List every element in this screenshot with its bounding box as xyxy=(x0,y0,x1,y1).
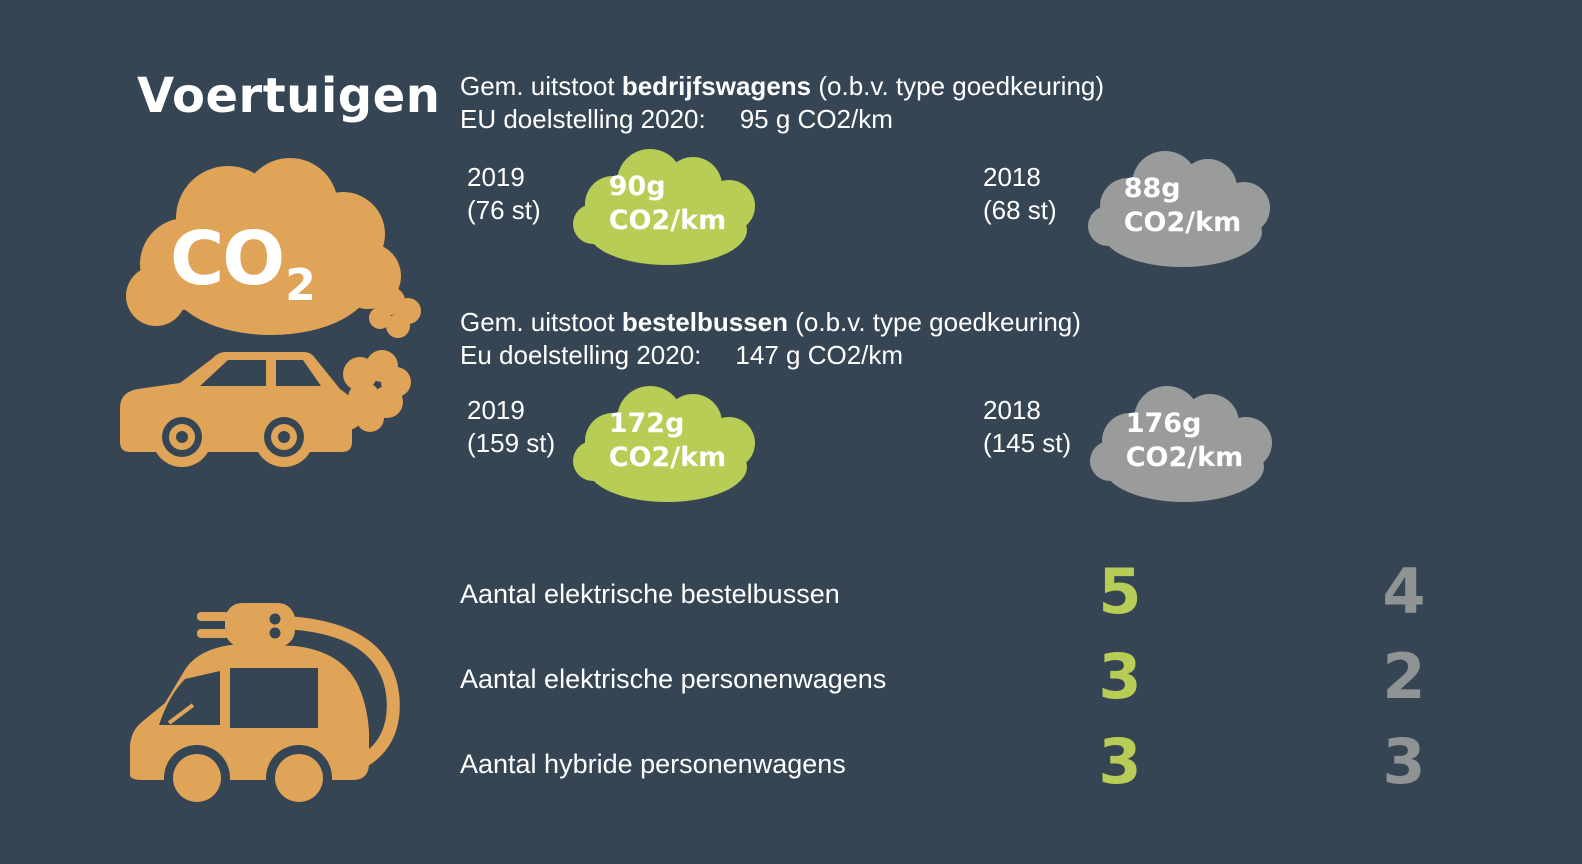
count: (159 st) xyxy=(467,428,556,458)
stat-value-2018: 4 xyxy=(1382,555,1426,628)
count: (145 st) xyxy=(983,428,1072,458)
stat-value-2019: 5 xyxy=(1098,555,1142,628)
co2-cloud-label: CO2 xyxy=(170,222,316,308)
year: 2018 xyxy=(983,162,1041,192)
emission-value: 176g xyxy=(1125,408,1202,439)
year-label-2019-bestelbussen: 2019 (159 st) xyxy=(467,394,555,460)
section-heading-bestelbussen: Gem. uitstoot bestelbussen (o.b.v. type … xyxy=(460,306,1081,372)
year: 2019 xyxy=(467,162,525,192)
emission-unit: CO2/km xyxy=(608,205,727,236)
co2-subscript: 2 xyxy=(285,260,316,311)
stat-row-hybride-personenwagens: Aantal hybride personenwagens 3 3 xyxy=(0,727,1582,802)
year-label-2018-bedrijfswagens: 2018 (68 st) xyxy=(983,161,1057,227)
heading-prefix: Gem. uitstoot xyxy=(460,307,622,337)
emission-unit: CO2/km xyxy=(608,442,727,473)
target-label: Eu doelstelling 2020: xyxy=(460,340,702,370)
heading-bold: bestelbussen xyxy=(621,307,789,337)
heading-line2: EU doelstelling 2020: 95 g CO2/km xyxy=(460,103,1104,136)
section-heading-bedrijfswagens: Gem. uitstoot bedrijfswagens (o.b.v. typ… xyxy=(460,70,1104,136)
emission-unit: CO2/km xyxy=(1123,207,1242,238)
stat-value-2018: 3 xyxy=(1382,725,1426,798)
co2-text: CO xyxy=(170,216,285,302)
heading-bold: bedrijfswagens xyxy=(621,71,812,101)
emission-cloud-2018-bestelbussen: 176g CO2/km xyxy=(1082,383,1287,505)
co2-emission-car-icon: CO2 xyxy=(108,146,443,481)
emission-cloud-2019-bestelbussen: 172g CO2/km xyxy=(565,383,770,505)
stat-value-2019: 3 xyxy=(1098,640,1142,713)
emission-value: 172g xyxy=(608,408,685,439)
heading-prefix: Gem. uitstoot xyxy=(460,71,622,101)
co2-car-graphic xyxy=(120,158,421,467)
emission-value: 90g xyxy=(608,171,666,202)
count: (68 st) xyxy=(983,195,1057,225)
count: (76 st) xyxy=(467,195,541,225)
emission-value: 88g xyxy=(1123,173,1181,204)
cloud-shape-gray xyxy=(1088,151,1270,267)
electric-van-graphic xyxy=(130,603,400,811)
heading-suffix: (o.b.v. type goedkeuring) xyxy=(788,307,1081,337)
emission-cloud-2019-bedrijfswagens: 90g CO2/km xyxy=(565,146,770,268)
year: 2018 xyxy=(983,395,1041,425)
cloud-shape-green xyxy=(573,149,755,265)
heading-line1: Gem. uitstoot bedrijfswagens (o.b.v. typ… xyxy=(460,70,1104,103)
stat-value-2019: 3 xyxy=(1098,725,1142,798)
electric-van-plug-icon xyxy=(125,583,415,823)
target-label: EU doelstelling 2020: xyxy=(460,104,706,134)
stat-label: Aantal elektrische bestelbussen xyxy=(460,579,840,609)
stat-value-2018: 2 xyxy=(1382,640,1426,713)
stat-label: Aantal hybride personenwagens xyxy=(460,749,846,779)
stat-label: Aantal elektrische personenwagens xyxy=(460,664,887,694)
heading-suffix: (o.b.v. type goedkeuring) xyxy=(811,71,1105,101)
page-title: Voertuigen xyxy=(137,68,441,124)
cloud-shape-gray xyxy=(1090,386,1272,502)
cloud-shape-green xyxy=(573,386,755,502)
stat-row-elektrische-bestelbussen: Aantal elektrische bestelbussen 5 4 xyxy=(0,557,1582,632)
heading-line2: Eu doelstelling 2020: 147 g CO2/km xyxy=(460,339,1081,372)
target-value: 95 g CO2/km xyxy=(739,104,893,134)
year: 2019 xyxy=(467,395,525,425)
year-label-2018-bestelbussen: 2018 (145 st) xyxy=(983,394,1071,460)
stat-row-elektrische-personenwagens: Aantal elektrische personenwagens 3 2 xyxy=(0,642,1582,717)
emission-cloud-2018-bedrijfswagens: 88g CO2/km xyxy=(1080,148,1285,270)
emission-unit: CO2/km xyxy=(1125,442,1244,473)
target-value: 147 g CO2/km xyxy=(735,340,904,370)
year-label-2019-bedrijfswagens: 2019 (76 st) xyxy=(467,161,541,227)
heading-line1: Gem. uitstoot bestelbussen (o.b.v. type … xyxy=(460,306,1081,339)
